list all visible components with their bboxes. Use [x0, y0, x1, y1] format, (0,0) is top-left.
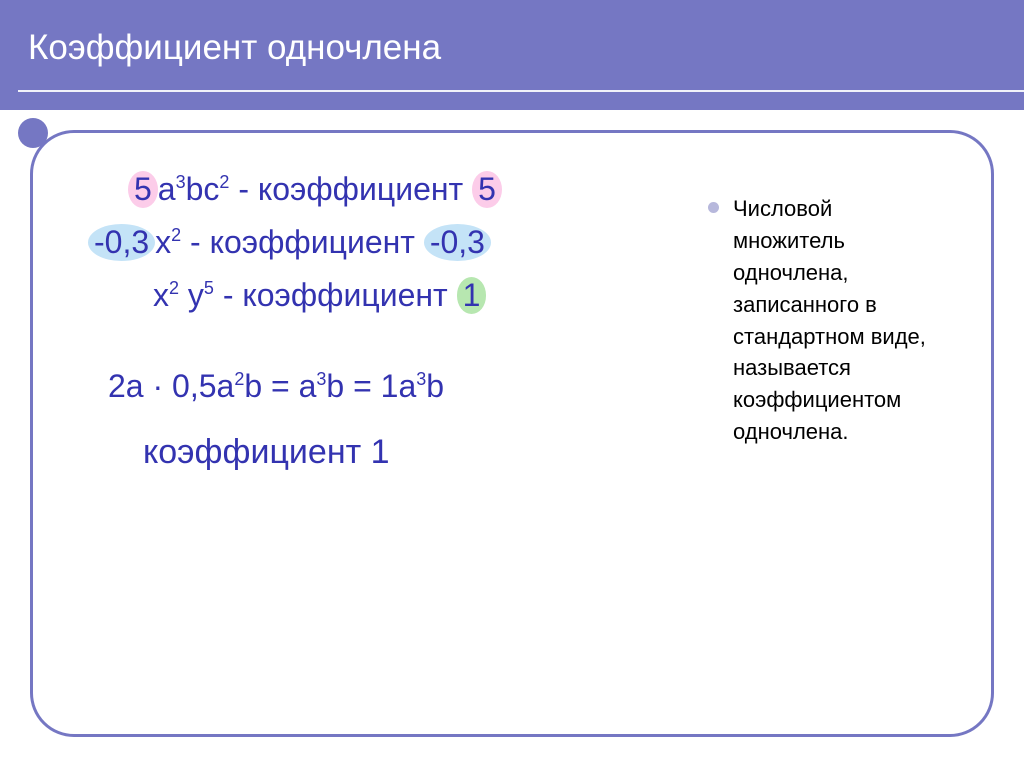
coefficient-value-green: 1 [457, 277, 487, 314]
monomial-body: a3bc2 [158, 171, 230, 207]
coefficient-value-blue: -0,3 [424, 224, 491, 261]
slide-header: Коэффициент одночлена [0, 0, 1024, 110]
example-line-3: x2 y5 - коэффициент 1 [153, 277, 668, 314]
definition-column: Числовой множитель одночлена, записанног… [708, 163, 961, 458]
bullet-icon [708, 202, 719, 213]
coefficient-highlight-blue: -0,3 [88, 224, 155, 261]
math-examples-column: 5a3bc2 - коэффициент 5 -0,3x2 - коэффици… [88, 163, 668, 472]
content-frame: 5a3bc2 - коэффициент 5 -0,3x2 - коэффици… [30, 130, 994, 737]
coefficient-value-pink: 5 [472, 171, 502, 208]
example-line-1: 5a3bc2 - коэффициент 5 [128, 171, 668, 208]
definition-bullet-row: Числовой множитель одночлена, записанног… [708, 193, 941, 448]
slide-title: Коэффициент одночлена [28, 28, 1024, 68]
monomial-body: x2 y5 [153, 277, 214, 313]
header-underline [18, 90, 1024, 92]
monomial-body: x2 [155, 224, 181, 260]
example-line-4: 2a · 0,5a2b = a3b = 1a3b [108, 368, 668, 405]
definition-text: Числовой множитель одночлена, записанног… [733, 193, 941, 448]
main-row: 5a3bc2 - коэффициент 5 -0,3x2 - коэффици… [88, 163, 961, 704]
final-coefficient-label: коэффициент 1 [143, 433, 668, 472]
equation-body: 2a · 0,5a2b = a3b = 1a3b [108, 368, 444, 404]
coefficient-word: - коэффициент [229, 171, 472, 207]
coefficient-word: - коэффициент [181, 224, 424, 260]
coefficient-word: - коэффициент [214, 277, 457, 313]
coefficient-highlight-pink: 5 [128, 171, 158, 208]
example-line-2: -0,3x2 - коэффициент -0,3 [88, 224, 668, 261]
